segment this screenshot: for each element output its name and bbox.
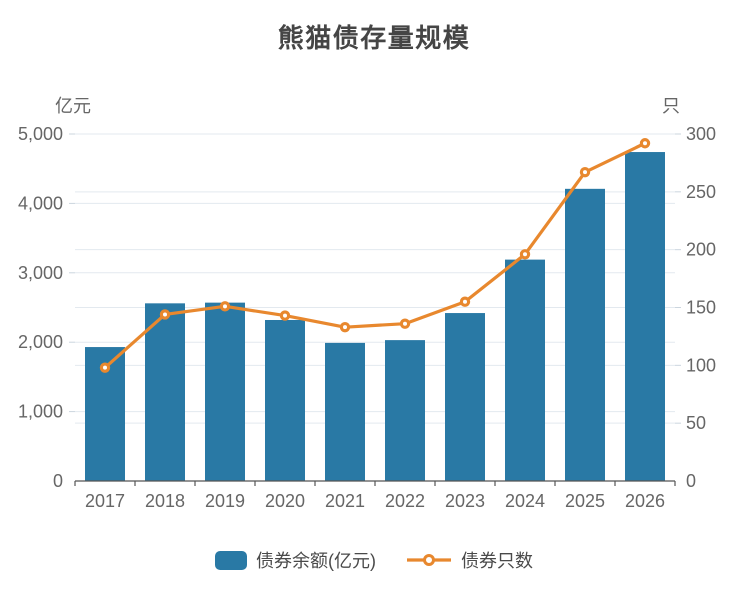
bar-2026[interactable] bbox=[625, 152, 665, 481]
left-axis-label: 1,000 bbox=[18, 402, 63, 422]
line-point-2019[interactable] bbox=[219, 301, 231, 312]
right-axis-label: 0 bbox=[686, 471, 696, 491]
right-axis-label: 300 bbox=[686, 124, 716, 144]
left-axis-label: 4,000 bbox=[18, 193, 63, 213]
line-point-2021[interactable] bbox=[339, 321, 351, 333]
line-point-2022[interactable] bbox=[399, 318, 411, 329]
left-axis-label: 5,000 bbox=[18, 124, 63, 144]
legend-bar-label: 债券余额(亿元) bbox=[256, 551, 376, 571]
right-axis-label: 50 bbox=[686, 413, 706, 433]
right-axis-label: 100 bbox=[686, 355, 716, 375]
legend-item-bond-balance[interactable]: 债券余额(亿元) bbox=[215, 547, 376, 573]
x-axis-label: 2021 bbox=[325, 491, 365, 511]
x-axis-label: 2024 bbox=[505, 491, 545, 511]
line-point-2020[interactable] bbox=[279, 310, 291, 321]
right-axis-label: 200 bbox=[686, 240, 716, 260]
x-axis-label: 2022 bbox=[385, 491, 425, 511]
left-axis-label: 2,000 bbox=[18, 332, 63, 352]
line-series-swatch bbox=[407, 554, 451, 566]
x-axis-label: 2023 bbox=[445, 491, 485, 511]
line-point-2018[interactable] bbox=[159, 309, 171, 320]
legend-item-bond-count[interactable]: 债券只数 bbox=[406, 547, 533, 573]
bar-2023[interactable] bbox=[445, 313, 485, 481]
bar-2024[interactable] bbox=[505, 259, 545, 481]
legend-line-label: 债券只数 bbox=[461, 551, 533, 571]
x-axis-label: 2025 bbox=[565, 491, 605, 511]
x-axis-label: 2020 bbox=[265, 491, 305, 511]
bar-2021[interactable] bbox=[325, 342, 365, 481]
x-axis-label: 2026 bbox=[625, 491, 665, 511]
line-point-2024[interactable] bbox=[519, 249, 531, 260]
left-axis-label: 3,000 bbox=[18, 263, 63, 283]
legend: 债券余额(亿元) 债券只数 bbox=[0, 547, 748, 573]
left-axis-label: 0 bbox=[53, 471, 63, 491]
bar-2018[interactable] bbox=[145, 303, 185, 481]
left-axis-unit-label: 亿元 bbox=[55, 96, 91, 116]
bar-2019[interactable] bbox=[205, 302, 245, 481]
line-series[interactable] bbox=[103, 141, 647, 370]
right-axis-label: 150 bbox=[686, 298, 716, 318]
line-point-2017[interactable] bbox=[99, 362, 111, 373]
bar-series-swatch bbox=[215, 550, 247, 570]
x-axis-label: 2018 bbox=[145, 491, 185, 511]
x-axis-label: 2017 bbox=[85, 491, 125, 511]
bar-2022[interactable] bbox=[385, 340, 425, 481]
line-point-2023[interactable] bbox=[459, 296, 471, 307]
line-point-2026[interactable] bbox=[639, 138, 651, 149]
line-point-2025[interactable] bbox=[579, 166, 591, 178]
chart-title: 熊猫债存量规模 bbox=[277, 23, 471, 53]
bar-2020[interactable] bbox=[265, 319, 305, 481]
bar-2025[interactable] bbox=[565, 188, 605, 482]
right-axis-label: 250 bbox=[686, 182, 716, 202]
right-axis-unit-label: 只 bbox=[662, 96, 680, 116]
x-axis-label: 2019 bbox=[205, 491, 245, 511]
